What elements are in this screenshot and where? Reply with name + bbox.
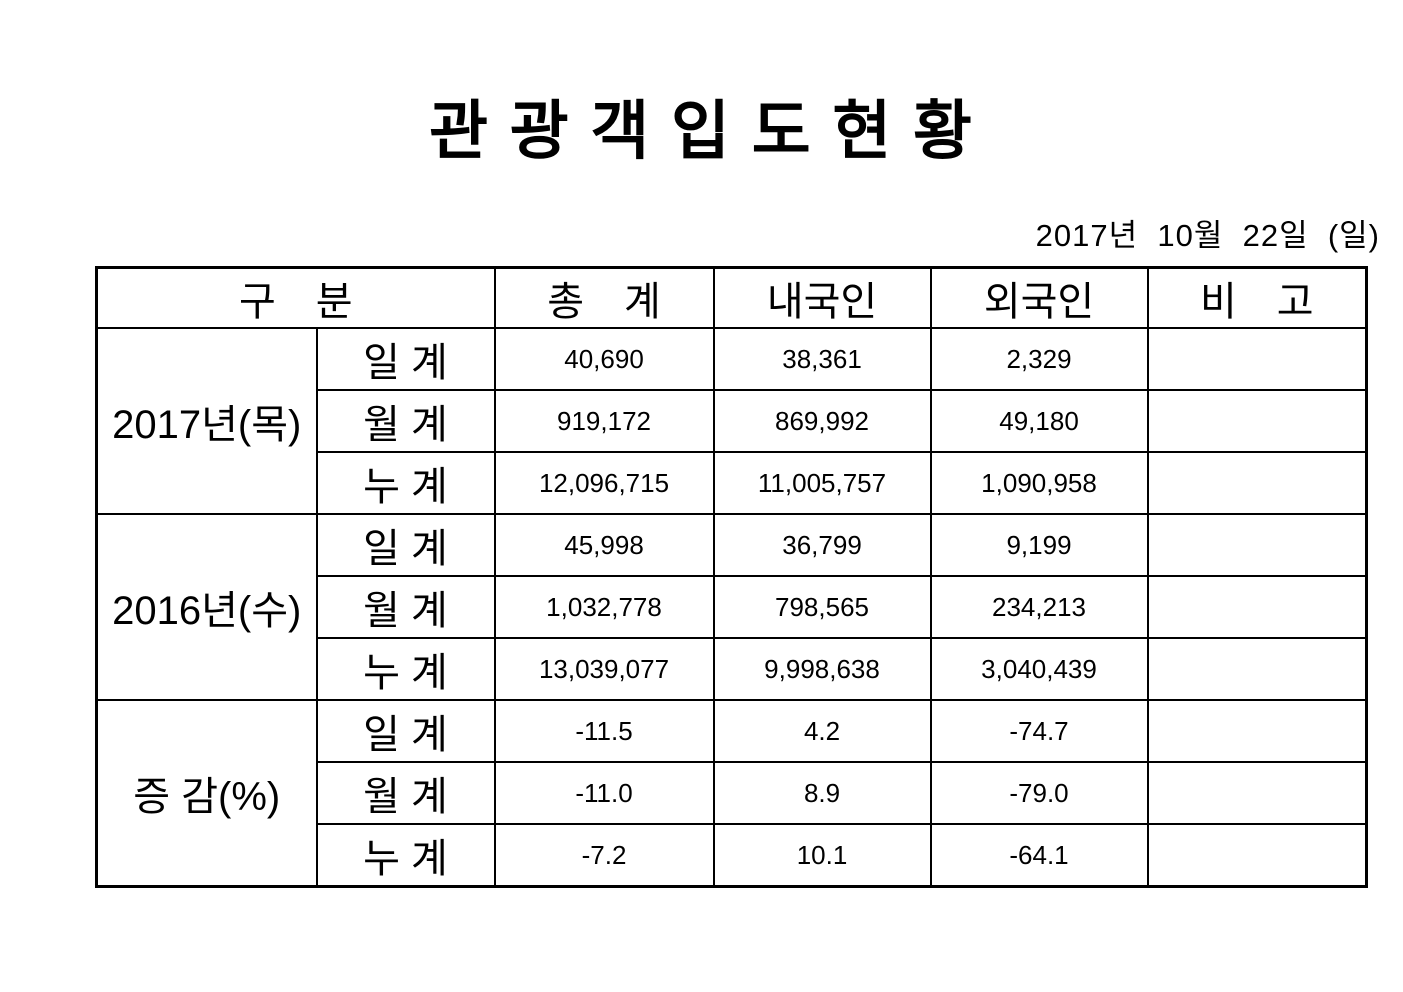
- header-foreign: 외국인: [929, 266, 1149, 329]
- header-remarks: 비 고: [1146, 266, 1368, 329]
- cell-remarks: [1146, 389, 1368, 453]
- cell-foreign: -64.1: [929, 823, 1149, 888]
- period-label: 월 계: [315, 761, 496, 825]
- cell-foreign: 3,040,439: [929, 637, 1149, 701]
- cell-remarks: [1146, 761, 1368, 825]
- header-domestic: 내국인: [712, 266, 932, 329]
- cell-total: 919,172: [493, 389, 715, 453]
- cell-remarks: [1146, 575, 1368, 639]
- cell-remarks: [1146, 327, 1368, 391]
- period-label: 월 계: [315, 389, 496, 453]
- cell-foreign: -79.0: [929, 761, 1149, 825]
- cell-domestic: 11,005,757: [712, 451, 932, 515]
- cell-foreign: 9,199: [929, 513, 1149, 577]
- cell-domestic: 4.2: [712, 699, 932, 763]
- cell-foreign: 1,090,958: [929, 451, 1149, 515]
- cell-total: -11.0: [493, 761, 715, 825]
- table-header-row: 구 분 총 계 내국인 외국인 비 고: [95, 266, 1368, 329]
- cell-remarks: [1146, 823, 1368, 888]
- cell-foreign: 49,180: [929, 389, 1149, 453]
- cell-foreign: 2,329: [929, 327, 1149, 391]
- period-label: 누 계: [315, 451, 496, 515]
- group-label-2017: 2017년(목): [95, 327, 318, 515]
- period-label: 누 계: [315, 637, 496, 701]
- cell-domestic: 869,992: [712, 389, 932, 453]
- cell-total: -11.5: [493, 699, 715, 763]
- table-row: 월 계 1,032,778 798,565 234,213: [97, 575, 1368, 639]
- cell-total: 1,032,778: [493, 575, 715, 639]
- cell-foreign: 234,213: [929, 575, 1149, 639]
- header-total: 총 계: [493, 266, 715, 329]
- group-label-change: 증 감(%): [95, 699, 318, 888]
- cell-domestic: 10.1: [712, 823, 932, 888]
- table-row: 월 계 -11.0 8.9 -79.0: [97, 761, 1368, 825]
- report-date: 2017년 10월 22일 (일): [1035, 218, 1380, 253]
- period-label: 일 계: [315, 513, 496, 577]
- cell-domestic: 798,565: [712, 575, 932, 639]
- tourist-arrival-table: 구 분 총 계 내국인 외국인 비 고 2017년(목) 일 계 40,690 …: [95, 266, 1369, 888]
- cell-total: 12,096,715: [493, 451, 715, 515]
- period-label: 일 계: [315, 327, 496, 391]
- table-row: 누 계 13,039,077 9,998,638 3,040,439: [97, 637, 1368, 701]
- cell-remarks: [1146, 451, 1368, 515]
- cell-foreign: -74.7: [929, 699, 1149, 763]
- cell-domestic: 9,998,638: [712, 637, 932, 701]
- page-title: 관 광 객 입 도 현 황: [429, 95, 974, 167]
- table-row: 누 계 -7.2 10.1 -64.1: [97, 823, 1368, 888]
- period-label: 일 계: [315, 699, 496, 763]
- cell-total: 13,039,077: [493, 637, 715, 701]
- cell-total: 45,998: [493, 513, 715, 577]
- cell-domestic: 8.9: [712, 761, 932, 825]
- cell-domestic: 36,799: [712, 513, 932, 577]
- table-row: 2016년(수) 일 계 45,998 36,799 9,199: [95, 513, 1368, 701]
- header-category: 구 분: [95, 266, 496, 329]
- table-row: 월 계 919,172 869,992 49,180: [97, 389, 1368, 453]
- period-label: 누 계: [315, 823, 496, 888]
- cell-remarks: [1146, 699, 1368, 763]
- cell-domestic: 38,361: [712, 327, 932, 391]
- cell-total: 40,690: [493, 327, 715, 391]
- table-row: 증 감(%) 일 계 -11.5 4.2 -74.7: [95, 699, 1368, 888]
- table-row: 누 계 12,096,715 11,005,757 1,090,958: [97, 451, 1368, 515]
- group-label-2016: 2016년(수): [95, 513, 318, 701]
- cell-total: -7.2: [493, 823, 715, 888]
- table-row: 2017년(목) 일 계 40,690 38,361 2,329: [95, 327, 1368, 515]
- period-label: 월 계: [315, 575, 496, 639]
- cell-remarks: [1146, 637, 1368, 701]
- cell-remarks: [1146, 513, 1368, 577]
